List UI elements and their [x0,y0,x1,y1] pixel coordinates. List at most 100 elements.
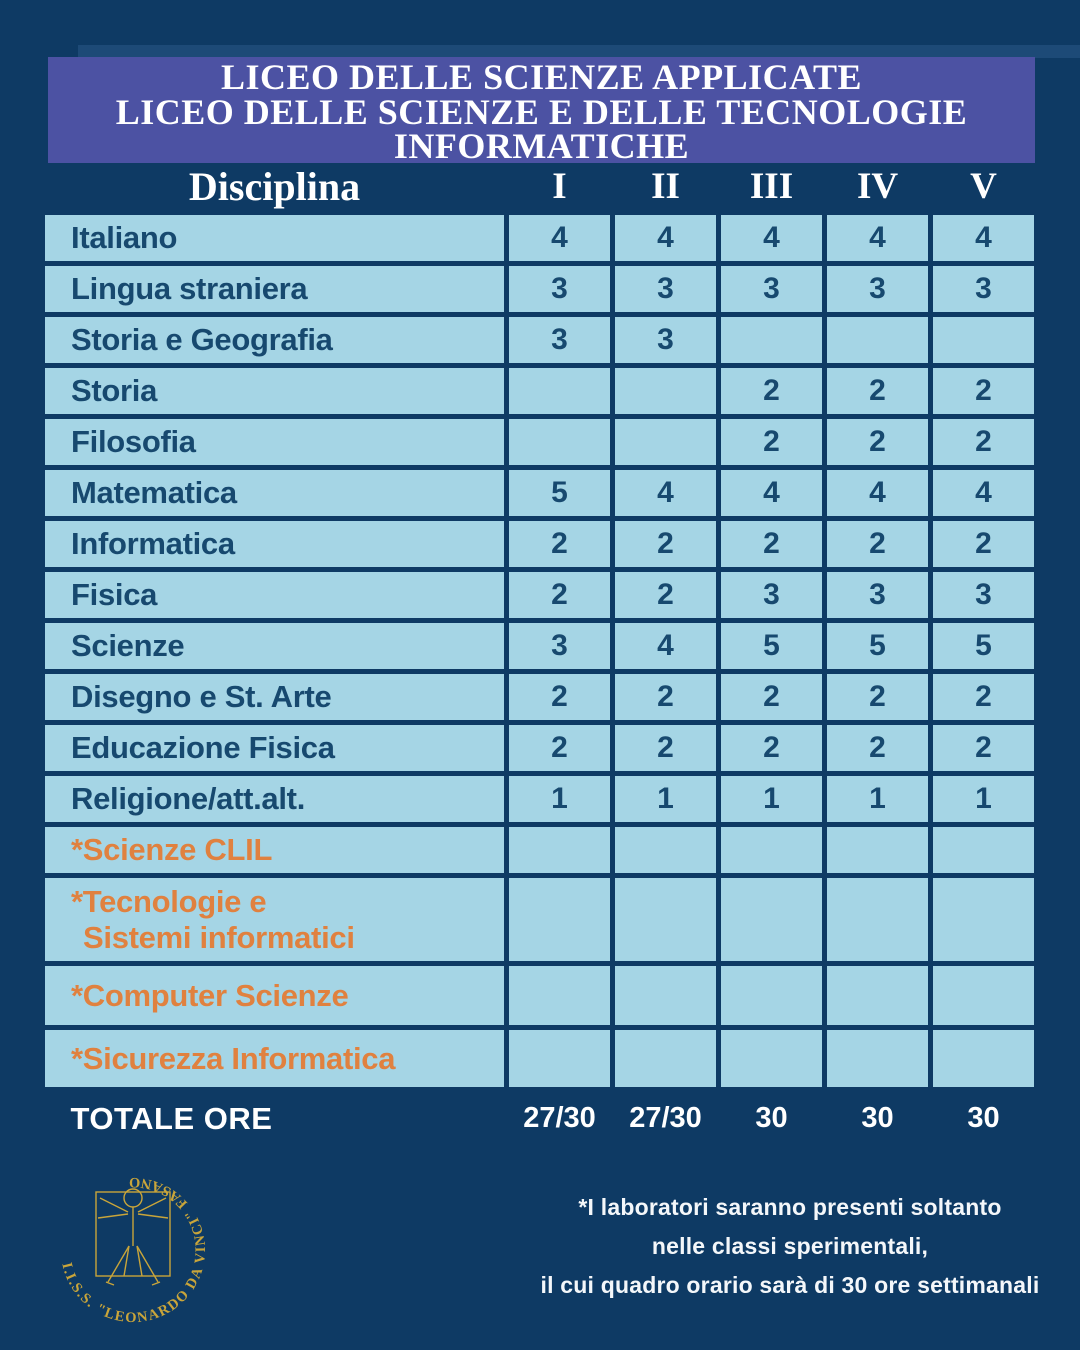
discipline-label: Educazione Fisica [40,720,509,776]
hours-cell [928,822,1039,878]
hours-cell: 3 [610,261,721,317]
hours-cell: 2 [610,567,721,623]
title-line-3: INFORMATICHE [393,126,690,166]
discipline-label: Storia [40,363,509,419]
hours-cell [822,873,933,966]
discipline-label: Filosofia [40,414,509,470]
title-line-2: LICEO DELLE SCIENZE E DELLE TECNOLOGIE [115,91,968,132]
hours-cell: 2 [928,363,1039,419]
footnote-line-2: nelle classi sperimentali, [651,1233,929,1259]
hours-cell: 2 [822,516,933,572]
discipline-label: Scienze [40,618,509,674]
hours-cell [610,873,721,966]
hours-cell: 2 [504,669,615,725]
hours-cell [610,414,721,470]
hours-cell: 2 [928,669,1039,725]
hours-cell: 5 [822,618,933,674]
school-program-title: LICEO DELLE SCIENZE APPLICATE LICEO DELL… [48,57,1035,166]
hours-cell [716,961,827,1030]
table-row: Religione/att.alt. 1 1 1 1 1 [40,771,1039,827]
hours-cell [716,312,827,368]
discipline-label: Italiano [40,210,509,266]
hours-cell: 2 [716,720,827,776]
hours-cell: 3 [504,618,615,674]
hours-cell: 3 [716,261,827,317]
hours-cell: 4 [928,210,1039,266]
table-row: Filosofia 2 2 2 [40,414,1039,470]
discipline-label: *Sicurezza Informatica [40,1025,509,1092]
hours-cell: 2 [928,414,1039,470]
discipline-label: Informatica [40,516,509,572]
hours-cell: 3 [610,312,721,368]
hours-cell: 2 [822,363,933,419]
table-row: Matematica 5 4 4 4 4 [40,465,1039,521]
hours-cell [504,873,615,966]
hours-cell: 3 [504,312,615,368]
discipline-label: Fisica [40,567,509,623]
hours-cell: 4 [822,465,933,521]
hours-cell: 4 [928,465,1039,521]
total-hours-year-4: 30 [861,1102,894,1135]
hours-cell: 1 [928,771,1039,827]
hours-cell [716,822,827,878]
hours-cell: 2 [610,669,721,725]
hours-cell: 3 [716,567,827,623]
discipline-label: Storia e Geografia [40,312,509,368]
table-row: Disegno e St. Arte 2 2 2 2 2 [40,669,1039,725]
hours-cell: 4 [610,465,721,521]
hours-cell [504,1025,615,1092]
hours-cell: 3 [928,567,1039,623]
hours-cell: 1 [822,771,933,827]
seal-text: I.I.S.S. "LEONARDO DA VINCI" FASANO [58,1174,209,1326]
total-hours-year-5: 30 [967,1102,1000,1135]
hours-cell [504,822,615,878]
table-row: *Tecnologie e Sistemi informatici [40,873,1039,966]
hours-cell [504,363,615,419]
hours-cell: 2 [928,516,1039,572]
hours-cell: 2 [504,516,615,572]
table-row: *Computer Scienze [40,961,1039,1030]
hours-cell [822,312,933,368]
year-column-header-3: III [749,166,794,207]
hours-cell: 2 [504,720,615,776]
hours-cell: 4 [610,210,721,266]
labs-footnote: *I laboratori saranno presenti soltanto … [515,1188,1065,1305]
school-seal-logo: I.I.S.S. "LEONARDO DA VINCI" FASANO [58,1174,209,1326]
curriculum-rows: Italiano 4 4 4 4 4 Lingua straniera 3 3 3 3 3 Storia… [40,210,1039,1092]
hours-cell [716,1025,827,1092]
hours-cell [610,1025,721,1092]
discipline-label: *Computer Scienze [40,961,509,1030]
hours-cell [504,961,615,1030]
discipline-label: Disegno e St. Arte [40,669,509,725]
table-row: Lingua straniera 3 3 3 3 3 [40,261,1039,317]
hours-cell: 4 [716,210,827,266]
discipline-label: Matematica [40,465,509,521]
hours-cell: 4 [716,465,827,521]
total-hours-year-2: 27/30 [629,1102,702,1135]
hours-cell: 1 [504,771,615,827]
table-row: Italiano 4 4 4 4 4 [40,210,1039,266]
discipline-label: *Scienze CLIL [40,822,509,878]
hours-cell: 5 [504,465,615,521]
hours-cell: 2 [716,414,827,470]
hours-cell: 2 [610,516,721,572]
hours-cell: 4 [610,618,721,674]
discipline-column-header: Disciplina [188,164,361,209]
hours-cell: 3 [822,261,933,317]
hours-cell: 2 [822,414,933,470]
hours-cell: 2 [716,669,827,725]
hours-cell: 3 [504,261,615,317]
total-hours-year-1: 27/30 [523,1102,596,1135]
year-column-header-4: IV [856,166,899,207]
table-row: *Sicurezza Informatica [40,1025,1039,1092]
discipline-label: Lingua straniera [40,261,509,317]
table-row: Storia e Geografia 3 3 [40,312,1039,368]
hours-cell [928,312,1039,368]
table-row: Fisica 2 2 3 3 3 [40,567,1039,623]
hours-cell [928,873,1039,966]
hours-cell [822,822,933,878]
table-row: *Scienze CLIL [40,822,1039,878]
totals-label: TOTALE ORE [70,1100,273,1136]
hours-cell: 2 [928,720,1039,776]
hours-cell: 2 [716,516,827,572]
